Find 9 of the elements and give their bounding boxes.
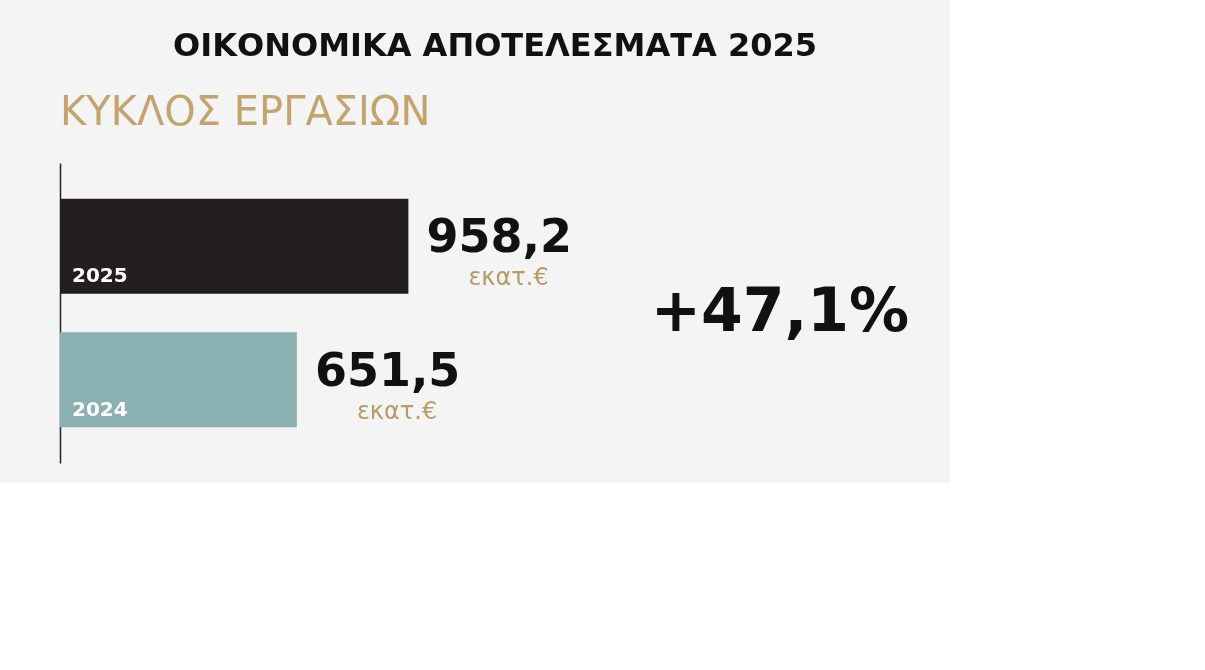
- text: ΟΙΚΟΝΟΜΙΚΑ ΑΠΟΤΕΛΕΣΜΑΤΑ 2025: [173, 26, 817, 64]
- y-tick-label: 2024: [72, 396, 128, 421]
- annotation: εκατ.€: [356, 396, 438, 425]
- y-tick-label: 2025: [72, 263, 128, 288]
- text: +47,1%: [650, 275, 910, 345]
- data-label: 651,5: [314, 342, 461, 397]
- annotation: εκατ.€: [468, 263, 549, 292]
- chart-subtitle: ΚΥΚΛΟΣ ΕΡΓΑΣΙΩΝ: [60, 88, 431, 134]
- data-label: 958,2: [426, 209, 572, 264]
